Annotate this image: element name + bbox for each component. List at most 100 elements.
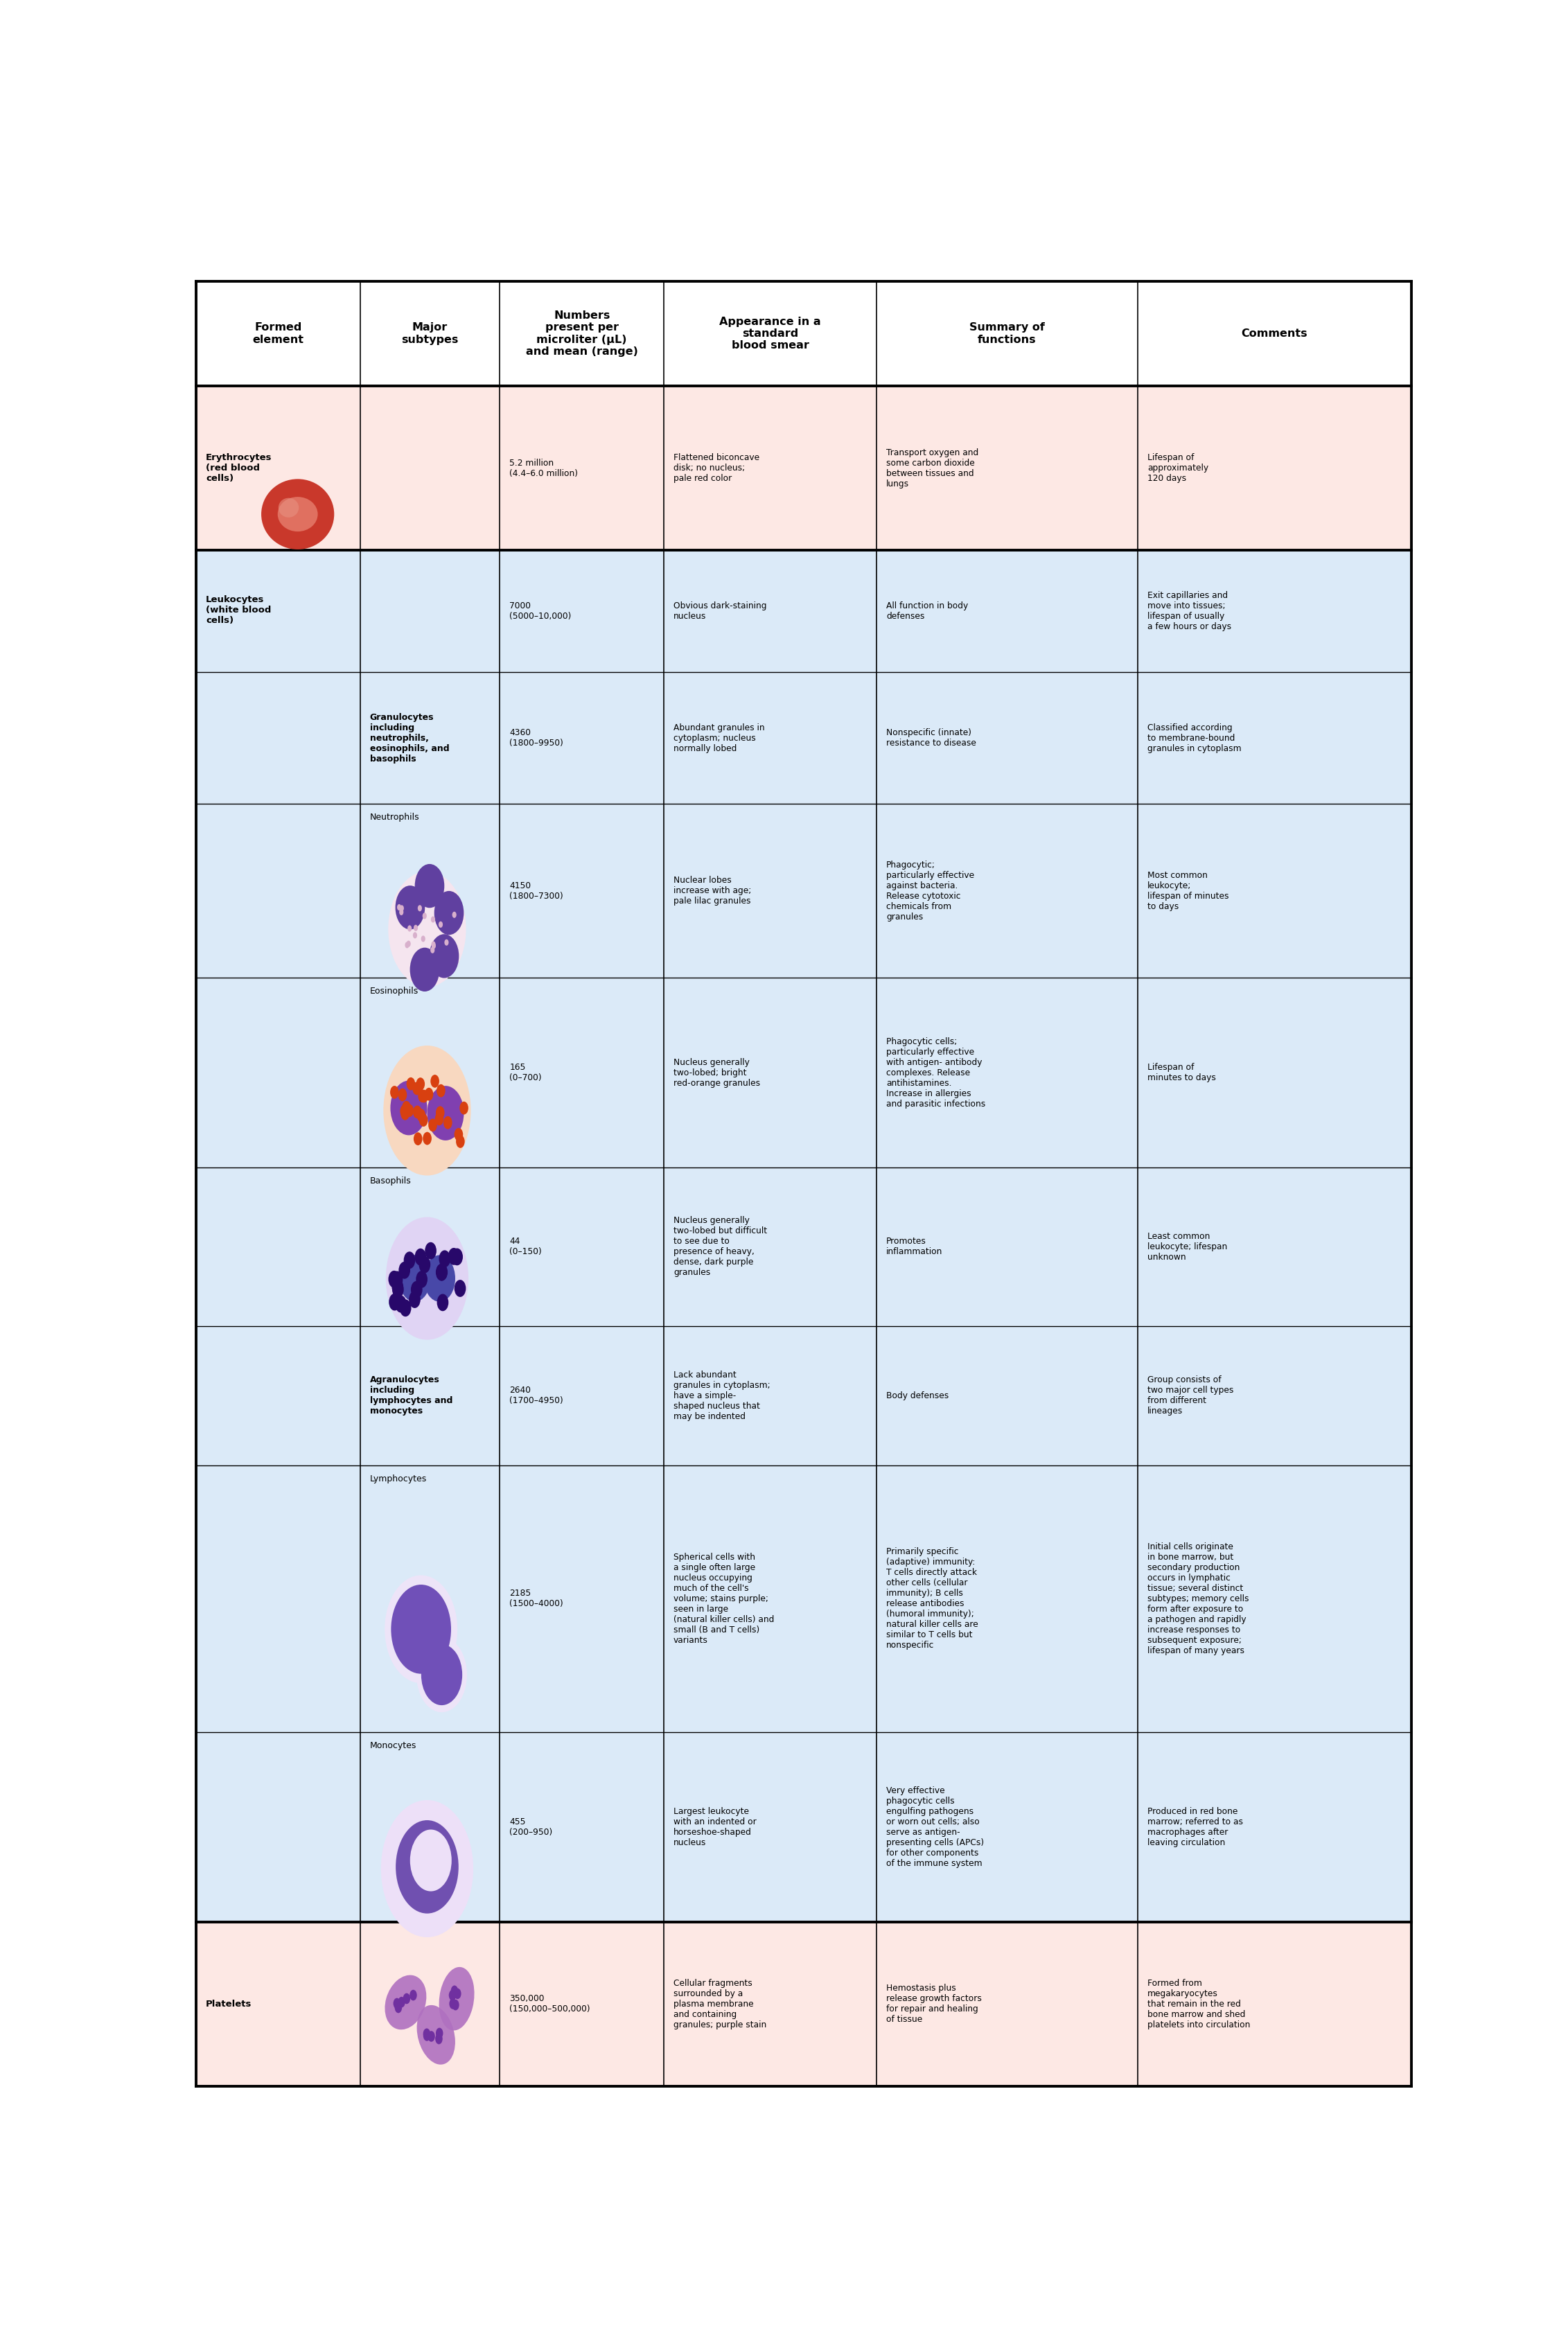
Text: Lack abundant
granules in cytoplasm;
have a simple-
shaped nucleus that
may be i: Lack abundant granules in cytoplasm; hav… (674, 1371, 770, 1420)
Text: Major
subtypes: Major subtypes (401, 323, 458, 345)
Ellipse shape (455, 1280, 466, 1296)
Ellipse shape (397, 905, 401, 909)
Ellipse shape (411, 1280, 422, 1299)
Text: Obvious dark-staining
nucleus: Obvious dark-staining nucleus (674, 602, 767, 621)
Ellipse shape (408, 926, 412, 931)
Text: Body defenses: Body defenses (886, 1390, 949, 1399)
Ellipse shape (444, 940, 448, 945)
Ellipse shape (431, 942, 436, 949)
Ellipse shape (419, 1256, 431, 1273)
Ellipse shape (411, 1831, 452, 1892)
Text: Nonspecific (innate)
resistance to disease: Nonspecific (innate) resistance to disea… (886, 729, 977, 748)
Ellipse shape (416, 865, 444, 907)
Text: Most common
leukocyte;
lifespan of minutes
to days: Most common leukocyte; lifespan of minut… (1148, 870, 1229, 912)
Ellipse shape (395, 886, 425, 931)
Text: Comments: Comments (1242, 328, 1308, 340)
Text: Numbers
present per
microliter (μL)
and mean (range): Numbers present per microliter (μL) and … (525, 309, 638, 356)
Ellipse shape (400, 1299, 411, 1317)
Text: Transport oxygen and
some carbon dioxide
between tissues and
lungs: Transport oxygen and some carbon dioxide… (886, 448, 978, 488)
Text: Spherical cells with
a single often large
nucleus occupying
much of the cell's
v: Spherical cells with a single often larg… (674, 1552, 775, 1645)
Text: Granulocytes
including
neutrophils,
eosinophils, and
basophils: Granulocytes including neutrophils, eosi… (370, 713, 448, 764)
Ellipse shape (384, 1045, 470, 1174)
Ellipse shape (452, 1999, 459, 2011)
Ellipse shape (386, 1217, 469, 1341)
Ellipse shape (403, 1252, 416, 1268)
Ellipse shape (428, 1118, 437, 1132)
Ellipse shape (395, 1821, 458, 1913)
Text: Lymphocytes: Lymphocytes (370, 1474, 426, 1484)
Text: 7000
(5000–10,000): 7000 (5000–10,000) (510, 602, 571, 621)
Ellipse shape (436, 1263, 447, 1280)
Bar (196, 281, 1411, 387)
Ellipse shape (414, 926, 417, 931)
Ellipse shape (390, 1585, 452, 1674)
Ellipse shape (398, 1997, 405, 2006)
Ellipse shape (400, 909, 403, 914)
Ellipse shape (394, 1997, 400, 2009)
Bar (196, 673, 1411, 804)
Ellipse shape (431, 942, 436, 947)
Ellipse shape (417, 1109, 425, 1123)
Ellipse shape (420, 1090, 428, 1102)
Ellipse shape (425, 1242, 436, 1259)
Ellipse shape (423, 1254, 455, 1301)
Ellipse shape (395, 2002, 401, 2013)
Text: Appearance in a
standard
blood smear: Appearance in a standard blood smear (720, 316, 822, 352)
Ellipse shape (409, 1990, 417, 2002)
Text: Promotes
inflammation: Promotes inflammation (886, 1238, 942, 1256)
Text: Largest leukocyte
with an indented or
horseshoe-shaped
nucleus: Largest leukocyte with an indented or ho… (674, 1807, 756, 1847)
Text: Monocytes: Monocytes (370, 1742, 417, 1751)
Ellipse shape (412, 933, 417, 938)
Ellipse shape (436, 1106, 444, 1118)
Ellipse shape (389, 872, 466, 987)
Ellipse shape (381, 1800, 474, 1936)
Ellipse shape (400, 1104, 409, 1118)
Bar (196, 387, 1411, 551)
Ellipse shape (416, 1078, 425, 1090)
Bar (196, 551, 1411, 673)
Ellipse shape (448, 1247, 459, 1266)
Ellipse shape (401, 1102, 411, 1113)
Ellipse shape (452, 912, 456, 919)
Bar (196, 1465, 1411, 1732)
Text: 4360
(1800–9950): 4360 (1800–9950) (510, 729, 563, 748)
Ellipse shape (405, 942, 409, 949)
Ellipse shape (436, 2028, 444, 2039)
Text: Summary of
functions: Summary of functions (969, 323, 1044, 345)
Ellipse shape (412, 1083, 422, 1095)
Ellipse shape (425, 1088, 433, 1102)
Text: 44
(0–150): 44 (0–150) (510, 1238, 543, 1256)
Ellipse shape (409, 947, 439, 992)
Ellipse shape (444, 1116, 452, 1130)
Bar (196, 1327, 1411, 1465)
Text: Cellular fragments
surrounded by a
plasma membrane
and containing
granules; purp: Cellular fragments surrounded by a plasm… (674, 1978, 767, 2030)
Text: Basophils: Basophils (370, 1177, 411, 1186)
Ellipse shape (430, 935, 459, 977)
Text: Initial cells originate
in bone marrow, but
secondary production
occurs in lymph: Initial cells originate in bone marrow, … (1148, 1542, 1250, 1655)
Ellipse shape (406, 1078, 416, 1090)
Ellipse shape (434, 1113, 444, 1125)
Ellipse shape (400, 905, 405, 912)
Ellipse shape (392, 1277, 403, 1296)
Ellipse shape (398, 1088, 408, 1102)
Text: 165
(0–700): 165 (0–700) (510, 1062, 543, 1083)
Ellipse shape (456, 1134, 464, 1149)
Bar (196, 1922, 1411, 2086)
Ellipse shape (390, 1081, 426, 1134)
Ellipse shape (419, 1090, 426, 1102)
Text: Erythrocytes
(red blood
cells): Erythrocytes (red blood cells) (205, 452, 271, 483)
Ellipse shape (412, 1106, 422, 1118)
Ellipse shape (417, 2004, 455, 2065)
Ellipse shape (423, 1132, 431, 1144)
Text: Leukocytes
(white blood
cells): Leukocytes (white blood cells) (205, 595, 271, 626)
Text: Primarily specific
(adaptive) immunity:
T cells directly attack
other cells (cel: Primarily specific (adaptive) immunity: … (886, 1547, 978, 1650)
Text: Hemostasis plus
release growth factors
for repair and healing
of tissue: Hemostasis plus release growth factors f… (886, 1983, 982, 2025)
Ellipse shape (389, 1294, 400, 1310)
Text: Formed from
megakaryocytes
that remain in the red
bone marrow and shed
platelets: Formed from megakaryocytes that remain i… (1148, 1978, 1250, 2030)
Text: Nuclear lobes
increase with age;
pale lilac granules: Nuclear lobes increase with age; pale li… (674, 877, 751, 905)
Text: Very effective
phagocytic cells
engulfing pathogens
or worn out cells; also
serv: Very effective phagocytic cells engulfin… (886, 1786, 985, 1868)
Ellipse shape (434, 891, 464, 935)
Text: Lifespan of
approximately
120 days: Lifespan of approximately 120 days (1148, 452, 1209, 483)
Ellipse shape (414, 1132, 422, 1146)
Text: 4150
(1800–7300): 4150 (1800–7300) (510, 881, 563, 900)
